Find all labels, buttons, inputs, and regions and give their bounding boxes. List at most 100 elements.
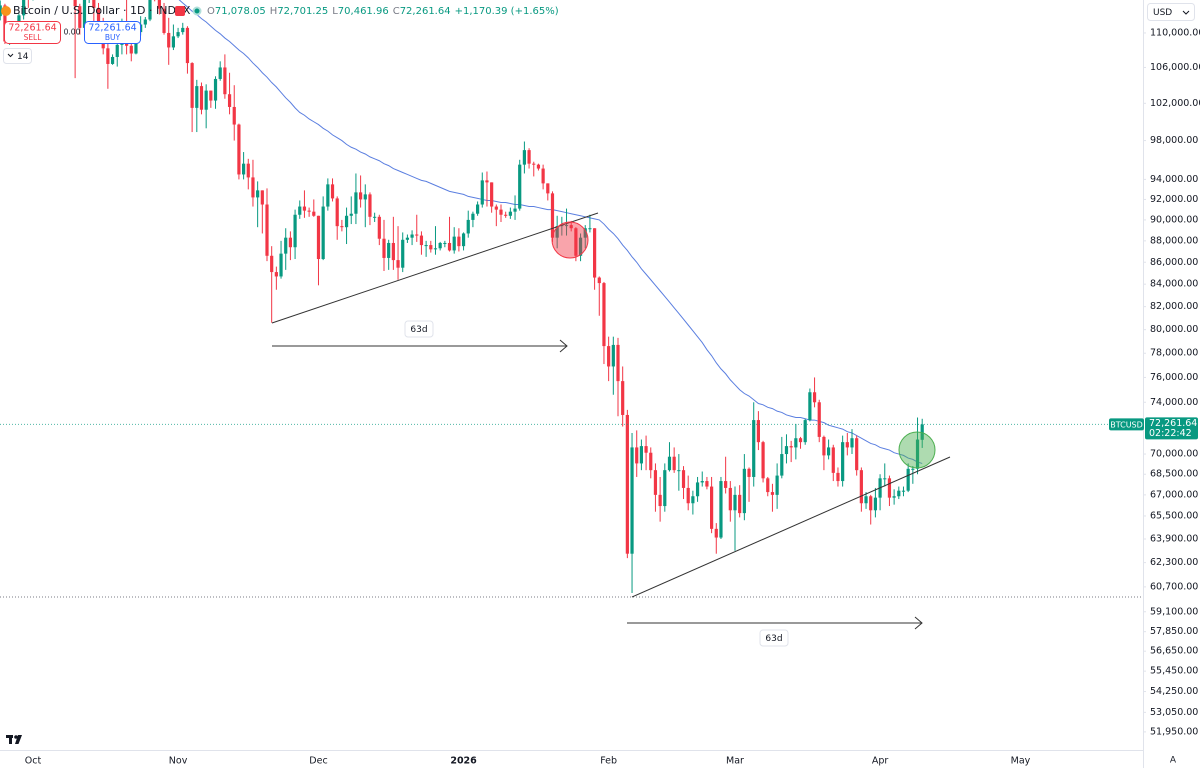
- y-tick-label: 74,000.00: [1150, 397, 1198, 408]
- candle-body: [513, 208, 517, 212]
- candle-body: [756, 420, 760, 443]
- candle-body: [274, 272, 278, 277]
- candle-body: [887, 478, 892, 498]
- candle-body: [190, 63, 194, 108]
- currency-select[interactable]: [1147, 3, 1195, 21]
- buy-label: BUY: [105, 33, 121, 42]
- candle-body: [911, 468, 915, 470]
- candle-body: [110, 56, 115, 64]
- candle-body: [686, 487, 690, 504]
- candle-body: [167, 32, 171, 48]
- indicators-count: 14: [17, 52, 29, 62]
- candle-body: [532, 163, 536, 165]
- candle-body: [504, 214, 508, 216]
- candle-body: [817, 402, 821, 437]
- ohlc-change: +1,170.39 (+1.65%): [455, 6, 559, 17]
- candle-body: [672, 456, 676, 471]
- y-tick-label: 55,450.00: [1150, 666, 1198, 677]
- candle-body: [915, 439, 920, 469]
- candle-body: [602, 283, 606, 347]
- candle-body: [625, 414, 629, 554]
- currency-label: USD: [1153, 8, 1172, 18]
- candle-body: [850, 438, 854, 448]
- candle-body: [719, 481, 723, 538]
- candle-body: [279, 253, 283, 277]
- auto-scale[interactable]: A: [1170, 756, 1177, 766]
- y-tick-label: 76,000.00: [1150, 372, 1198, 383]
- candle-body: [733, 494, 737, 511]
- candle-body: [171, 36, 175, 48]
- candle-body: [265, 204, 269, 256]
- candle-body: [251, 177, 255, 198]
- candle-body: [368, 194, 372, 217]
- candle-body: [621, 381, 625, 415]
- candle-body: [798, 438, 803, 443]
- candle-body: [527, 150, 531, 164]
- sell-label: SELL: [24, 33, 43, 42]
- symbol-tag: [1109, 418, 1144, 431]
- spread: 0.00: [64, 28, 81, 37]
- candle-body: [284, 237, 288, 254]
- flag-icon[interactable]: [175, 6, 185, 16]
- candle-body: [827, 447, 831, 456]
- sell-button[interactable]: [4, 21, 61, 44]
- candle-body: [237, 124, 241, 175]
- candle-body: [588, 228, 592, 230]
- candle-body: [148, 0, 152, 20]
- candle-body: [270, 255, 274, 273]
- ohlc-key: L: [332, 6, 338, 17]
- candle-body: [653, 470, 658, 495]
- candle-body: [185, 27, 190, 64]
- candle-body: [321, 206, 325, 260]
- candle-body: [242, 163, 246, 175]
- y-tick-label: 90,000.00: [1150, 214, 1198, 225]
- candle-body: [742, 468, 746, 514]
- annotations: 63d 63d: [0, 212, 1143, 647]
- candle-body: [199, 86, 204, 110]
- y-tick-label: 106,000.00: [1150, 62, 1200, 73]
- candle-body: [204, 90, 208, 110]
- candle-body: [401, 239, 405, 268]
- candle-body: [630, 447, 634, 554]
- candle-body: [480, 180, 484, 205]
- candle-body: [256, 190, 260, 198]
- y-tick-label: 86,000.00: [1150, 257, 1198, 268]
- y-tick-label: 51,950.00: [1150, 726, 1198, 737]
- y-tick-label: 62,300.00: [1150, 557, 1198, 568]
- candle-body: [901, 490, 906, 492]
- symbol-tag-label: BTCUSD: [1110, 420, 1143, 429]
- candle-body: [209, 90, 213, 101]
- duration-label: 63d: [410, 325, 427, 335]
- logo-part: [9, 735, 12, 744]
- trend-line: [271, 212, 599, 324]
- candle-body: [447, 242, 452, 251]
- candle-body: [312, 211, 316, 216]
- candle-body: [569, 225, 573, 229]
- candle-body: [710, 486, 714, 529]
- candle-body: [466, 219, 470, 234]
- candle-body: [92, 0, 96, 8]
- candle-body: [302, 206, 307, 211]
- y-tick-label: 82,000.00: [1150, 301, 1198, 312]
- candle-body: [485, 180, 489, 183]
- y-tick-label: 94,000.00: [1150, 174, 1198, 185]
- candle-body: [326, 184, 330, 207]
- candle-body: [681, 470, 686, 488]
- candle-body: [429, 245, 433, 250]
- candle-body: [649, 452, 653, 471]
- y-tick-label: 84,000.00: [1150, 279, 1198, 290]
- candle-body: [298, 206, 302, 215]
- candle-body: [157, 0, 161, 9]
- x-tick-label: May: [1011, 756, 1031, 767]
- candle-body: [714, 528, 718, 538]
- chevron: [7, 53, 14, 58]
- buy-button[interactable]: [84, 21, 141, 44]
- x-tick-label: Nov: [169, 756, 188, 767]
- candle-body: [607, 346, 611, 367]
- candle-body: [869, 496, 873, 511]
- indicators-toggle[interactable]: [3, 48, 32, 64]
- candle-body: [330, 184, 335, 199]
- candle-body: [373, 216, 377, 218]
- candle-body: [593, 228, 597, 278]
